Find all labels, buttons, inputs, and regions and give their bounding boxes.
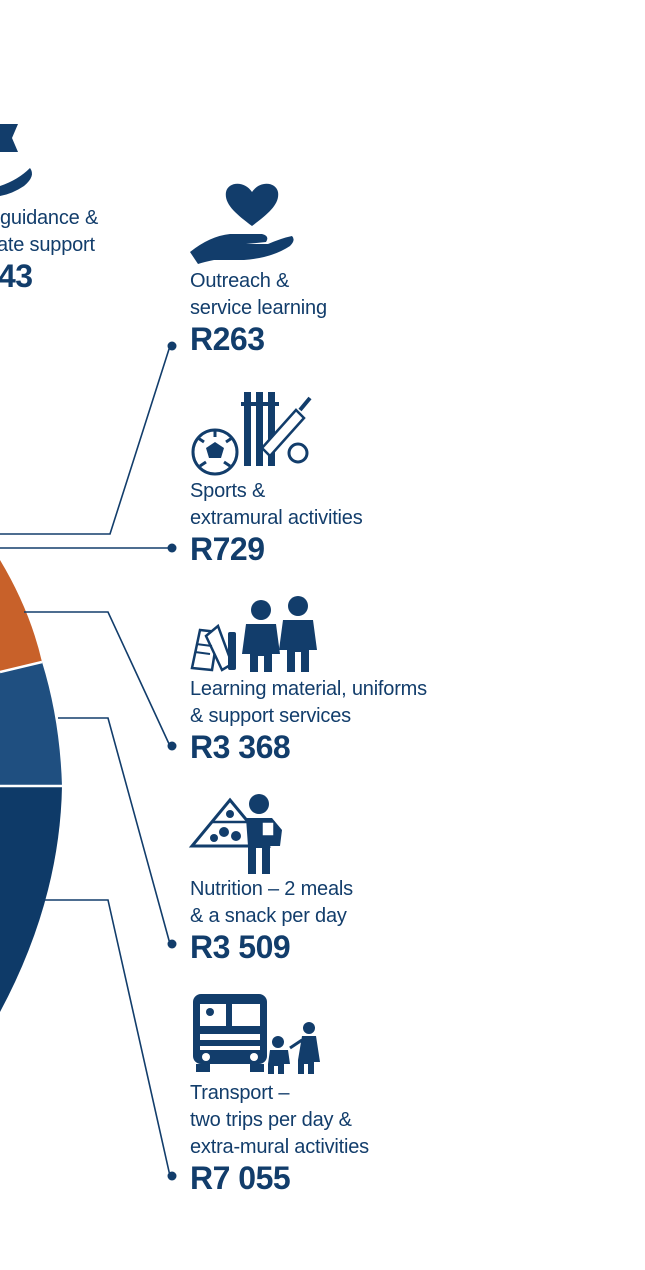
item-label-line: Outreach & <box>190 270 290 292</box>
career-guidance-line2: ate support <box>0 234 95 256</box>
career-guidance-amount-wrap: 43 <box>0 259 33 293</box>
item-transport: Transport – two trips per day & extra-mu… <box>190 1080 620 1195</box>
item-label-line: extra-mural activities <box>190 1136 369 1158</box>
leader-dots <box>167 341 177 1181</box>
career-guidance-label-line1: guidance & <box>0 205 98 232</box>
leader-line-transport <box>42 899 171 1177</box>
leader-dot-outreach <box>167 341 177 351</box>
item-label-line: Sports & <box>190 480 266 502</box>
item-label-line: two trips per day & <box>190 1109 352 1131</box>
leader-line-nutrition <box>58 717 171 945</box>
item-amount: R3 368 <box>190 729 291 765</box>
learners-icon <box>190 596 317 672</box>
pie-slice-learning-material <box>0 560 42 672</box>
item-label-line: extramural activities <box>190 507 363 529</box>
hand-icon <box>0 124 32 196</box>
item-label-line: Transport – <box>190 1082 290 1104</box>
heart-hand-icon <box>190 183 294 264</box>
pie-slice-nutrition <box>0 662 62 786</box>
leader-line-learning <box>24 611 171 747</box>
item-amount: R3 509 <box>190 929 291 965</box>
bus-icon <box>193 994 320 1074</box>
career-guidance-line1: guidance & <box>0 207 99 229</box>
item-nutrition: Nutrition – 2 meals & a snack per day R3… <box>190 876 620 964</box>
item-amount: R263 <box>190 321 265 357</box>
pie-chart <box>0 560 62 1012</box>
item-label-line: service learning <box>190 297 327 319</box>
leader-lines <box>0 345 171 1177</box>
leader-dot-nutrition <box>167 939 177 949</box>
career-guidance-label-line2: ate support <box>0 232 95 259</box>
item-label-line: & support services <box>190 705 351 727</box>
sports-icon <box>191 392 312 476</box>
nutrition-icon <box>188 794 282 874</box>
item-sports: Sports & extramural activities R729 <box>190 478 620 566</box>
item-learning-material: Learning material, uniforms & support se… <box>190 676 620 764</box>
career-guidance-amount: 43 <box>0 258 33 294</box>
leader-dot-learning <box>167 741 177 751</box>
item-outreach: Outreach & service learning R263 <box>190 268 620 356</box>
item-label-line: & a snack per day <box>190 905 347 927</box>
item-amount: R729 <box>190 531 265 567</box>
leader-line-outreach <box>0 345 171 535</box>
leader-dot-transport <box>167 1171 177 1181</box>
item-label-line: Nutrition – 2 meals <box>190 878 353 900</box>
item-label-line: Learning material, uniforms <box>190 678 427 700</box>
pie-slice-transport <box>0 786 62 1012</box>
item-amount: R7 055 <box>190 1160 291 1196</box>
leader-dot-sports <box>167 543 177 553</box>
